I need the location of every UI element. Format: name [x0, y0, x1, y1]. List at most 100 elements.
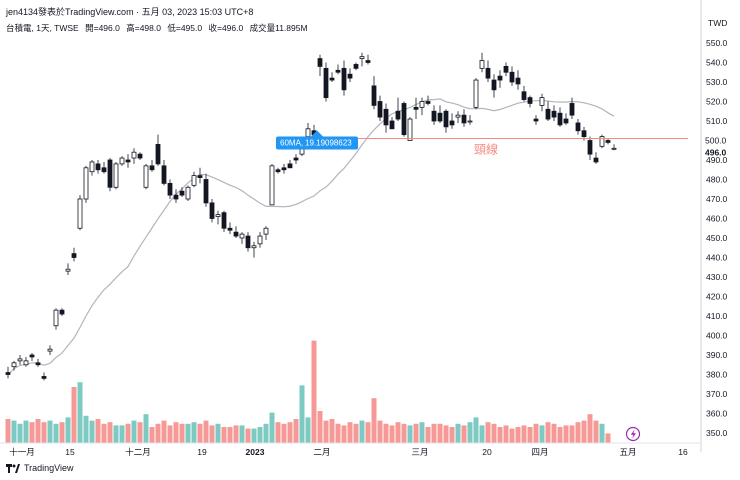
price-tick-label: 400.0 [706, 331, 728, 341]
tradingview-brand[interactable]: TradingView [6, 463, 74, 473]
currency-label: TWD [708, 18, 727, 28]
volume-bar [173, 422, 179, 443]
volume-bar [371, 398, 377, 443]
candle-body [113, 163, 119, 188]
volume-bar [287, 422, 293, 443]
candle-body [23, 360, 29, 366]
candle [503, 62, 509, 77]
candle [47, 345, 53, 355]
candle [185, 185, 191, 201]
candle-body [497, 75, 503, 81]
ma-badge[interactable]: 60MA, 19.19098623 [276, 130, 358, 150]
candles [5, 52, 617, 381]
candle-body [521, 91, 527, 100]
volume-bar [155, 423, 161, 443]
candle [539, 93, 545, 112]
ohlc-high: 高=498.0 [126, 23, 161, 33]
candle [17, 355, 23, 365]
candle [227, 222, 233, 235]
candle [389, 117, 395, 130]
candle-body [5, 372, 11, 375]
candle [41, 372, 47, 381]
volume-bar [587, 414, 593, 443]
candle [191, 171, 197, 188]
candle [491, 74, 497, 98]
candle [167, 179, 173, 199]
volume-bar [311, 340, 317, 443]
time-axis[interactable]: 十一月 15 十二月 19 2023 二月 三月 20 四月 五月 16 [0, 442, 701, 457]
candle [437, 105, 443, 123]
time-tick-label: 五月 [619, 447, 636, 457]
candle-body [359, 56, 365, 60]
candle-body [365, 60, 371, 63]
volume-bar [77, 382, 83, 443]
price-axis[interactable]: TWD 350.0 360.0 370.0 380.0 390.0 400.0 410.0 4… [700, 0, 728, 452]
candle-body [419, 101, 425, 108]
candle-body [209, 202, 215, 219]
volume-bar [83, 415, 89, 443]
volume-bar [215, 423, 221, 443]
candle-body [317, 58, 323, 67]
candle-body [263, 227, 269, 235]
candle-body [83, 167, 89, 200]
tradingview-logo-icon [6, 463, 20, 473]
price-tick-label: 380.0 [706, 370, 728, 380]
volume-bar [89, 420, 95, 443]
candle [275, 167, 281, 174]
candle [113, 161, 119, 190]
volume-bar [161, 420, 167, 443]
candle [29, 353, 35, 361]
volume-bar [461, 425, 467, 443]
candle [443, 109, 449, 133]
candle-body [485, 67, 491, 79]
time-tick-label: 三月 [411, 447, 428, 457]
candle [107, 158, 113, 192]
candle-body [89, 161, 95, 173]
candle-body [221, 212, 227, 229]
candle-body [335, 69, 341, 73]
candle [137, 152, 143, 160]
symbol-name[interactable]: 台積電, 1天, TWSE [6, 23, 79, 33]
candle [461, 109, 467, 127]
candle [515, 70, 521, 90]
volume-bar [479, 425, 485, 443]
neckline-label: 頸線 [474, 142, 498, 157]
candle-body [251, 245, 257, 249]
volume-bar [347, 422, 353, 443]
candle [335, 64, 341, 75]
volume-bar [425, 427, 431, 443]
candle-body [287, 163, 293, 169]
candle-body [239, 233, 245, 239]
candle [89, 160, 95, 176]
candle [95, 160, 101, 174]
candle [407, 117, 413, 141]
candle-body [407, 118, 413, 141]
candle [221, 210, 227, 233]
candle [209, 199, 215, 223]
candle [569, 97, 575, 120]
candle-body [515, 77, 521, 85]
price-tick-label: 430.0 [706, 272, 728, 282]
time-tick-label: 十二月 [125, 447, 151, 457]
candle [371, 76, 377, 110]
candle-body [59, 309, 65, 315]
price-tick-label: 550.0 [706, 38, 728, 48]
candle-body [545, 108, 551, 120]
candle-body [599, 136, 605, 147]
lightning-icon[interactable] [625, 426, 641, 442]
volume-bar [377, 420, 383, 443]
candle [293, 154, 299, 164]
candle [173, 189, 179, 203]
candle-body [131, 151, 137, 159]
price-tick-label: 470.0 [706, 194, 728, 204]
candle [215, 210, 221, 225]
volume-bar [521, 425, 527, 443]
volume-bar [275, 422, 281, 443]
candle [5, 366, 11, 379]
candle-body [473, 79, 479, 108]
ohlc-low: 低=495.0 [167, 23, 203, 33]
volume-bar [323, 420, 329, 443]
price-tick-label: 410.0 [706, 311, 728, 321]
volume-bar [203, 420, 209, 443]
